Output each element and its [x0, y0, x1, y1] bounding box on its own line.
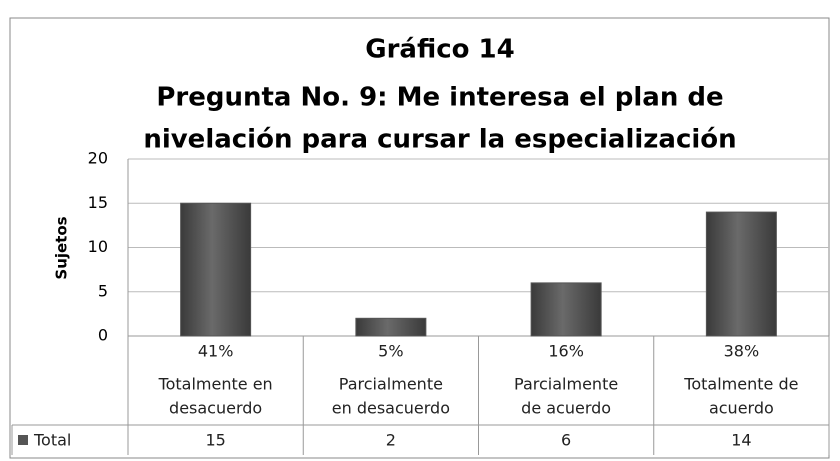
- legend-label: Total: [33, 431, 71, 450]
- legend-marker: [18, 435, 28, 445]
- chart-border: [9, 17, 830, 459]
- y-tick-label: 20: [88, 149, 108, 168]
- share-label: 38%: [724, 342, 760, 361]
- x-tick-label: desacuerdo: [169, 399, 262, 418]
- share-label: 16%: [548, 342, 584, 361]
- x-tick-label: Parcialmente: [514, 375, 618, 394]
- chart-title: Gráfico 14: [365, 35, 515, 65]
- y-tick-label: 10: [88, 237, 108, 256]
- x-tick-label: de acuerdo: [521, 399, 611, 418]
- y-tick-label: 15: [88, 193, 108, 212]
- bar: [180, 202, 252, 337]
- y-tick-label: 0: [98, 326, 108, 345]
- x-tick-label: Totalmente en: [158, 375, 273, 394]
- x-tick-label: acuerdo: [709, 399, 774, 418]
- x-tick-label: Totalmente de: [683, 375, 798, 394]
- bar: [705, 211, 777, 337]
- table-value: 2: [386, 431, 396, 450]
- table-value: 15: [205, 431, 225, 450]
- y-axis-label: Sujetos: [53, 216, 71, 279]
- chart-title: Pregunta No. 9: Me interesa el plan de: [156, 83, 723, 113]
- y-tick-label: 5: [98, 281, 108, 300]
- chart-title: nivelación para cursar la especializació…: [143, 125, 736, 155]
- table-value: 14: [731, 431, 751, 450]
- bar: [530, 282, 602, 337]
- table-value: 6: [561, 431, 571, 450]
- x-tick-label: en desacuerdo: [332, 399, 450, 418]
- share-label: 41%: [198, 342, 234, 361]
- share-label: 5%: [378, 342, 403, 361]
- x-tick-label: Parcialmente: [339, 375, 443, 394]
- bar: [355, 317, 427, 337]
